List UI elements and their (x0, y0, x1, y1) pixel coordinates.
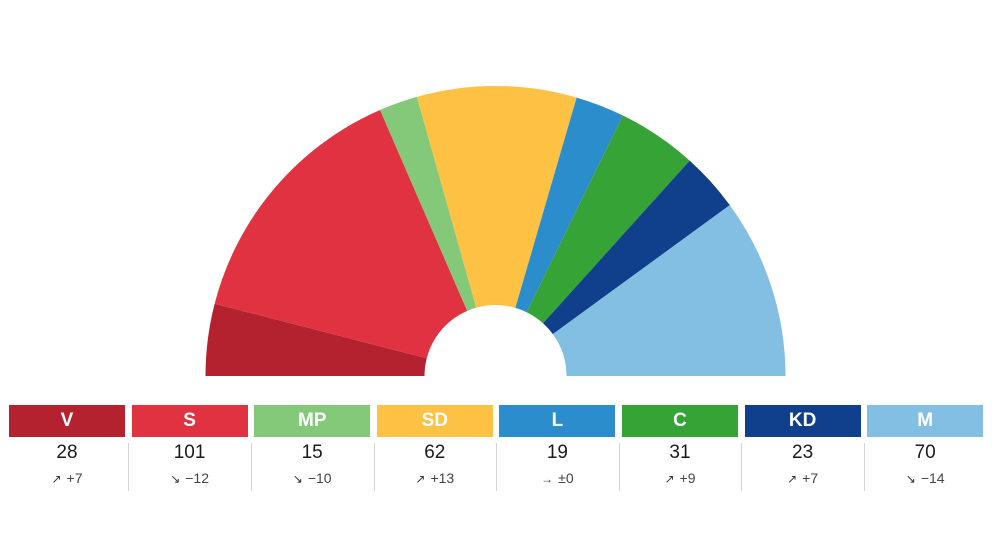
seat-count: 31 (669, 442, 691, 463)
seat-count: 23 (792, 442, 814, 463)
party-column-mp: MP 15 ↘ −10 (254, 405, 371, 493)
party-column-m: M 70 ↘ −14 (867, 405, 984, 493)
seat-wedge-kd (543, 160, 730, 335)
seat-change-value: +7 (802, 470, 819, 486)
seat-wedge-l (515, 97, 623, 313)
seat-wedge-c (526, 115, 690, 324)
seat-change: ↘ −14 (867, 469, 983, 488)
seat-count: 62 (424, 442, 446, 463)
seat-change: ↘ −10 (254, 469, 370, 488)
trend-down-icon: ↘ (292, 472, 303, 486)
seat-count: 15 (301, 442, 323, 463)
party-column-s: S 101 ↘ −12 (131, 405, 248, 493)
seat-change-value: +9 (679, 470, 696, 486)
seat-change-value: −14 (920, 470, 945, 486)
column-divider (250, 443, 252, 491)
seat-change: ↗ +9 (622, 469, 738, 488)
trend-up-icon: ↗ (51, 472, 62, 486)
seat-change: ↘ −12 (132, 469, 248, 488)
seat-wedge-sd (416, 86, 577, 308)
seat-wedge-s (214, 109, 468, 359)
party-legend: V 28 ↗ +7 S 101 ↘ −12 MP 15 ↘ −10 SD 62 ↗ +1… (9, 405, 984, 495)
seat-count: 70 (914, 442, 936, 463)
column-divider (128, 443, 130, 491)
seat-change: ↗ +13 (377, 469, 493, 488)
seat-count: 19 (546, 442, 568, 463)
party-chip: MP (254, 405, 371, 437)
trend-up-icon: ↗ (787, 472, 798, 486)
column-divider (863, 443, 865, 491)
trend-flat-icon: → (541, 472, 554, 486)
trend-up-icon: ↗ (415, 472, 426, 486)
trend-down-icon: ↘ (905, 472, 916, 486)
party-chip: V (9, 405, 125, 437)
party-chip: L (499, 405, 616, 437)
column-divider (373, 443, 375, 491)
parliament-hemicycle (205, 86, 786, 376)
party-column-c: C 31 ↗ +9 (622, 405, 738, 493)
column-divider (496, 443, 498, 491)
seat-change-value: −10 (307, 470, 332, 486)
seat-change: ↗ +7 (9, 469, 125, 488)
party-column-sd: SD 62 ↗ +13 (376, 405, 493, 493)
seat-wedge-mp (380, 96, 477, 311)
column-divider (741, 443, 743, 491)
seat-change-value: −12 (185, 470, 209, 486)
trend-down-icon: ↘ (170, 472, 181, 486)
party-chip: KD (744, 405, 861, 437)
seat-count: 101 (173, 442, 206, 463)
party-chip: M (867, 405, 984, 437)
seat-wedge-m (552, 205, 786, 376)
seat-change-value: +13 (430, 470, 455, 486)
party-column-v: V 28 ↗ +7 (9, 405, 125, 493)
party-chip: C (622, 405, 738, 437)
seat-change: → ±0 (499, 469, 615, 488)
party-column-l: L 19 → ±0 (499, 405, 616, 493)
trend-up-icon: ↗ (664, 472, 675, 486)
party-chip: SD (376, 405, 493, 437)
column-divider (618, 443, 620, 491)
seat-change-value: +7 (66, 470, 83, 486)
party-column-kd: KD 23 ↗ +7 (744, 405, 861, 493)
party-chip: S (131, 405, 248, 437)
seat-change-value: ±0 (558, 470, 574, 486)
seat-change: ↗ +7 (745, 469, 861, 488)
seat-count: 28 (56, 442, 78, 463)
seat-wedge-v (205, 303, 427, 376)
